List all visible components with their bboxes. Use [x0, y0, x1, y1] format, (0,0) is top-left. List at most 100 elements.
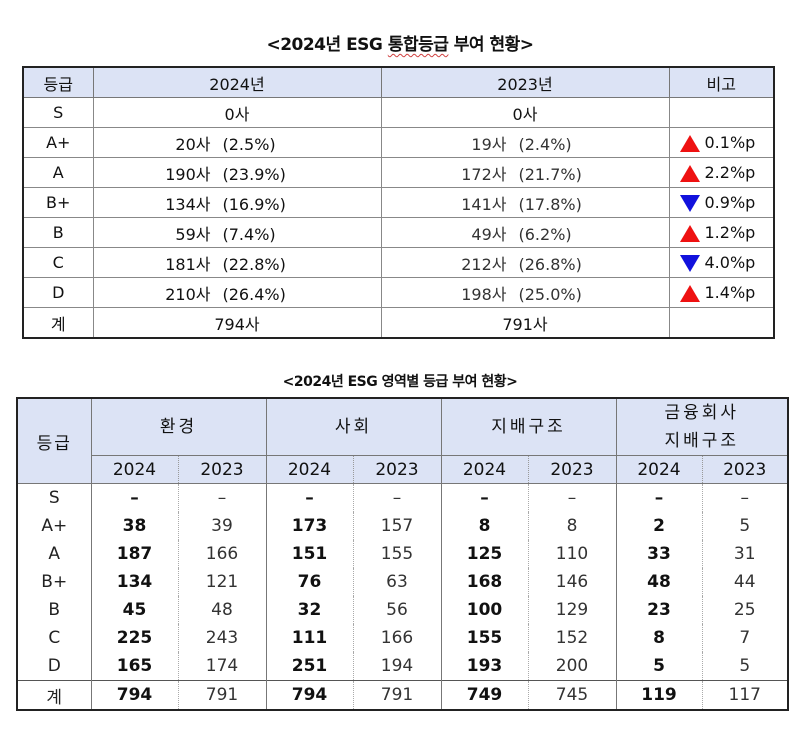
grade-cell: 계: [16, 680, 92, 710]
table-row: B 59사 (7.4%) 49사 (6.2%) 1.2%p: [22, 217, 775, 248]
value-cell: 155: [352, 540, 442, 568]
value-cell: 32: [265, 596, 354, 624]
grade-cell: A+: [22, 127, 94, 158]
value-cell: –: [265, 483, 354, 512]
area-grade-table: 등급 환경 사회 지배구조 금융회사 지배구조 2024 2023 2024 20…: [16, 397, 789, 711]
value-cell: 5: [701, 652, 789, 681]
value-cell: –: [701, 483, 789, 512]
grade-cell: A+: [16, 512, 92, 540]
count-cell: 198사 (25.0%): [380, 277, 670, 308]
header-2024: 2024년: [92, 66, 382, 98]
table1-title-suffix: 부여 현황>: [448, 35, 534, 55]
value-cell: 39: [177, 512, 267, 540]
value-cell: 166: [177, 540, 267, 568]
table1-title-underlined: 통합등급: [387, 35, 449, 55]
value-cell: –: [90, 483, 179, 512]
table-row: B 45 48 32 56 100 129 23 25: [16, 596, 789, 624]
table-row: A 187 166 151 155 125 110 33 31: [16, 540, 789, 568]
value-cell: 2: [615, 512, 703, 540]
value-cell: 8: [615, 624, 703, 652]
value-cell: 187: [90, 540, 179, 568]
change-cell: [668, 97, 775, 128]
count-cell: 210사 (26.4%): [92, 277, 382, 308]
value-cell: 174: [177, 652, 267, 681]
value-cell: 7: [701, 624, 789, 652]
value-cell: 121: [177, 568, 267, 596]
table-row: A 190사 (23.9%) 172사 (21.7%) 2.2%p: [22, 157, 775, 188]
down-triangle-icon: [679, 195, 700, 212]
year-2024: 2024: [615, 455, 703, 484]
value-cell: 745: [527, 680, 617, 710]
total-2023: 791사: [380, 307, 670, 339]
value-cell: 791: [177, 680, 267, 710]
count-cell: 190사 (23.9%): [92, 157, 382, 188]
grade-cell: D: [16, 652, 92, 681]
value-cell: 8: [527, 512, 617, 540]
value-cell: 45: [90, 596, 179, 624]
year-2023: 2023: [527, 455, 617, 484]
count-cell: 0사: [380, 97, 670, 128]
change-cell: 0.9%p: [668, 187, 775, 218]
value-cell: 173: [265, 512, 354, 540]
year-2024: 2024: [265, 455, 354, 484]
count-cell: 181사 (22.8%): [92, 247, 382, 278]
value-cell: 5: [615, 652, 703, 681]
value-cell: 166: [352, 624, 442, 652]
count-cell: 134사 (16.9%): [92, 187, 382, 218]
value-cell: 63: [352, 568, 442, 596]
grade-cell: D: [22, 277, 94, 308]
group-financial-governance: 금융회사 지배구조: [615, 397, 789, 456]
value-cell: 8: [440, 512, 529, 540]
change-cell: 1.4%p: [668, 277, 775, 308]
value-cell: 25: [701, 596, 789, 624]
change-cell: 1.2%p: [668, 217, 775, 248]
value-cell: 794: [90, 680, 179, 710]
value-cell: 44: [701, 568, 789, 596]
grade-cell: S: [16, 483, 92, 512]
table-row: S 0사 0사: [22, 97, 775, 128]
value-cell: –: [615, 483, 703, 512]
up-triangle-icon: [679, 135, 700, 152]
change-cell: 2.2%p: [668, 157, 775, 188]
grade-cell: B: [16, 596, 92, 624]
year-2023: 2023: [701, 455, 789, 484]
value-cell: 200: [527, 652, 617, 681]
value-cell: 56: [352, 596, 442, 624]
value-cell: 194: [352, 652, 442, 681]
change-cell: 4.0%p: [668, 247, 775, 278]
value-cell: 146: [527, 568, 617, 596]
value-cell: 125: [440, 540, 529, 568]
value-cell: 225: [90, 624, 179, 652]
value-cell: 157: [352, 512, 442, 540]
count-cell: 212사 (26.8%): [380, 247, 670, 278]
value-cell: 129: [527, 596, 617, 624]
table1-title-prefix: <2024년 ESG: [266, 35, 388, 55]
value-cell: 193: [440, 652, 529, 681]
value-cell: 134: [90, 568, 179, 596]
grade-cell: A: [22, 157, 94, 188]
table2-group-header-row: 등급 환경 사회 지배구조 금융회사 지배구조: [16, 397, 789, 484]
value-cell: 165: [90, 652, 179, 681]
down-triangle-icon: [679, 255, 700, 272]
count-cell: 172사 (21.7%): [380, 157, 670, 188]
value-cell: 100: [440, 596, 529, 624]
value-cell: –: [527, 483, 617, 512]
value-cell: 33: [615, 540, 703, 568]
table-row: B+ 134 121 76 63 168 146 48 44: [16, 568, 789, 596]
table1-total-row: 계 794사 791사: [22, 307, 775, 339]
year-2024: 2024: [90, 455, 179, 484]
value-cell: 791: [352, 680, 442, 710]
count-cell: 0사: [92, 97, 382, 128]
header-note: 비고: [668, 66, 775, 98]
value-cell: –: [352, 483, 442, 512]
integrated-grade-table: 등급 2024년 2023년 비고 S 0사 0사 A+ 20사 (2.5%) 19사 (2.…: [22, 66, 775, 339]
value-cell: 119: [615, 680, 703, 710]
table-row: A+ 20사 (2.5%) 19사 (2.4%) 0.1%p: [22, 127, 775, 158]
grade-cell: S: [22, 97, 94, 128]
total-row: 계 794 791 794 791 749 745 119 117: [16, 680, 789, 710]
total-2024: 794사: [92, 307, 382, 339]
grade-cell: B+: [22, 187, 94, 218]
grade-cell: A: [16, 540, 92, 568]
value-cell: 31: [701, 540, 789, 568]
group-governance: 지배구조: [440, 397, 617, 456]
